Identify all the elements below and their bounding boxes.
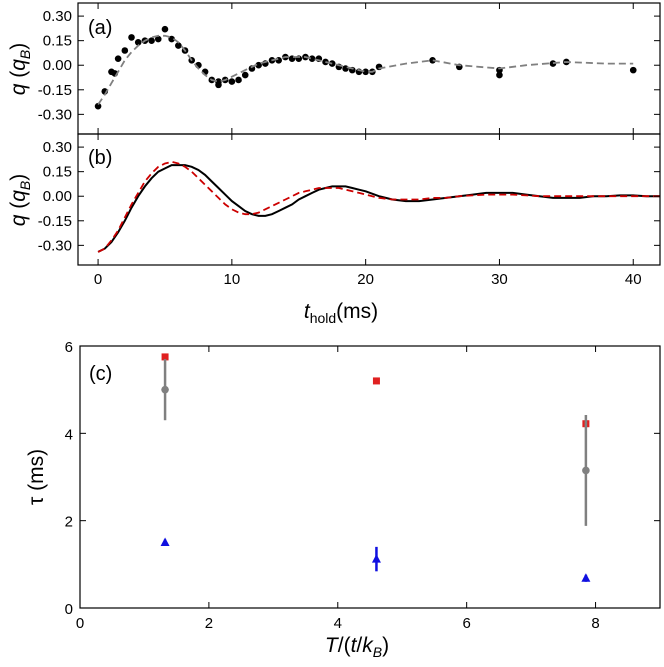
data-point xyxy=(94,102,102,110)
series-line-dashed xyxy=(97,34,634,106)
panel-c-x-ticks: 0 2 4 6 8 xyxy=(76,346,600,632)
x-tick-label: 0 xyxy=(94,271,102,288)
y-tick-label: 0.00 xyxy=(43,188,72,205)
data-point-triangle xyxy=(581,573,591,582)
panel-b-frame xyxy=(77,133,661,266)
data-point xyxy=(128,34,135,41)
panel-c-x-axis-title: T/(t/kB) xyxy=(325,634,389,660)
data-point-square xyxy=(372,377,380,385)
data-point-square xyxy=(161,353,169,361)
panel-c-plot-area xyxy=(160,353,591,582)
data-point xyxy=(154,35,162,43)
data-point xyxy=(114,55,122,62)
data-point xyxy=(175,42,182,49)
data-point xyxy=(161,25,169,33)
y-tick-label: 0.00 xyxy=(43,57,72,74)
x-tick-label: 4 xyxy=(334,615,342,632)
data-point xyxy=(168,35,175,43)
y-tick-label: -0.15 xyxy=(38,82,72,99)
data-point xyxy=(235,76,242,84)
y-tick-label: 0.30 xyxy=(43,8,72,25)
x-tick-label: 20 xyxy=(357,271,374,288)
panel-a: (a) 0.30 0.15 0.00 -0.15 -0.30 q (qB) xyxy=(7,2,661,135)
data-point xyxy=(134,39,142,46)
x-tick-label: 6 xyxy=(462,615,470,632)
data-point xyxy=(429,57,436,64)
data-point xyxy=(148,37,155,44)
series-line-solid xyxy=(97,164,660,253)
panel-a-y-ticks: 0.30 0.15 0.00 -0.15 -0.30 xyxy=(38,8,660,123)
panel-c: (c) 0 2 4 6 0 2 4 6 8 τ (ms) T/(t/kB) xyxy=(25,339,661,660)
data-point xyxy=(308,55,316,62)
data-point xyxy=(275,57,282,64)
y-tick-label: 0.30 xyxy=(43,139,72,156)
series-line-dashed xyxy=(97,160,660,253)
panel-b-label: (b) xyxy=(88,147,112,169)
x-tick-label: 30 xyxy=(491,271,508,288)
panel-a-label: (a) xyxy=(88,17,112,39)
data-point-circle xyxy=(161,385,169,394)
data-point xyxy=(496,71,503,79)
y-tick-label: 2 xyxy=(65,514,73,531)
x-tick-label: 40 xyxy=(625,271,642,288)
y-tick-label: 0 xyxy=(65,601,73,618)
panel-b: (b) 0.30 0.15 0.00 -0.15 -0.30 0 10 20 30 40 q (… xyxy=(7,133,661,326)
panel-a-plot-area xyxy=(94,3,637,134)
data-point xyxy=(342,65,349,72)
y-tick-label: -0.15 xyxy=(38,213,72,230)
data-point-triangle xyxy=(371,554,381,563)
y-tick-label: -0.30 xyxy=(38,237,72,254)
y-tick-label: 0.15 xyxy=(43,164,72,181)
y-tick-label: 6 xyxy=(65,339,73,356)
panel-b-x-axis-title: thold(ms) xyxy=(304,300,378,326)
data-point xyxy=(255,61,262,69)
data-point xyxy=(629,66,637,74)
panel-b-y-ticks: 0.30 0.15 0.00 -0.15 -0.30 xyxy=(38,139,660,254)
y-tick-label: 0.15 xyxy=(43,33,72,50)
y-tick-label: -0.30 xyxy=(38,106,72,123)
x-tick-label: 8 xyxy=(591,615,599,632)
panel-c-label: (c) xyxy=(89,363,112,385)
data-point xyxy=(549,60,557,67)
panel-b-y-axis-title: q (qB) xyxy=(7,174,33,227)
data-point xyxy=(121,47,129,54)
panel-c-y-axis-title: τ (ms) xyxy=(25,449,48,505)
data-point xyxy=(241,71,249,79)
data-point xyxy=(328,60,336,67)
panel-b-x-ticks: 0 10 20 30 40 xyxy=(94,134,642,288)
data-point xyxy=(228,78,236,85)
x-tick-label: 0 xyxy=(76,615,84,632)
x-tick-label: 10 xyxy=(224,271,241,288)
data-point xyxy=(362,68,369,76)
panel-c-frame xyxy=(79,345,661,609)
data-point xyxy=(215,78,222,85)
panel-b-plot-area xyxy=(97,160,660,253)
x-tick-label: 2 xyxy=(205,615,213,632)
data-point-circle xyxy=(582,466,590,475)
panel-c-y-ticks: 0 2 4 6 xyxy=(65,339,660,618)
panel-a-y-axis-title: q (qB) xyxy=(7,43,33,96)
data-point-triangle xyxy=(160,537,170,546)
y-tick-label: 4 xyxy=(65,426,73,443)
panel-a-frame xyxy=(77,2,661,135)
